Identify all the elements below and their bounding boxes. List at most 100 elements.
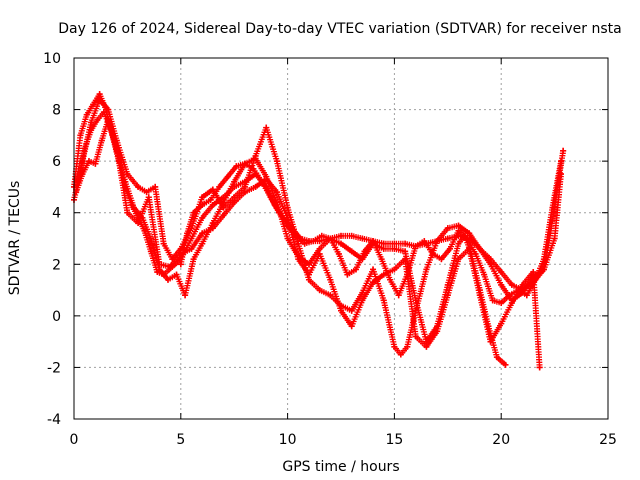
data-point — [412, 243, 419, 250]
data-point — [412, 333, 419, 340]
data-point — [199, 201, 206, 208]
data-point — [476, 292, 483, 299]
data-point — [207, 196, 214, 203]
data-point — [88, 127, 95, 134]
data-point — [305, 271, 312, 278]
data-point — [83, 111, 90, 118]
data-point — [404, 271, 411, 278]
y-tick-label: -4 — [47, 412, 61, 428]
data-point — [209, 225, 216, 232]
y-tick-labels: -4 -2 0 2 4 6 8 10 — [43, 51, 61, 428]
y-tick-label: 4 — [52, 206, 61, 222]
data-point — [506, 292, 513, 299]
data-point — [263, 124, 270, 131]
data-point — [318, 232, 325, 239]
data-point — [105, 106, 112, 113]
data-point — [370, 279, 377, 286]
data-point — [455, 240, 462, 247]
data-point — [188, 245, 195, 252]
data-point — [493, 354, 500, 361]
data-point — [167, 263, 174, 270]
data-point — [444, 235, 451, 242]
data-point — [220, 212, 227, 219]
data-point — [395, 292, 402, 299]
data-point — [310, 238, 317, 245]
data-point — [412, 297, 419, 304]
data-point — [404, 343, 411, 350]
data-point — [540, 256, 547, 263]
data-point — [560, 147, 567, 154]
data-point — [487, 338, 494, 345]
data-point — [188, 235, 195, 242]
series-4 — [73, 116, 543, 371]
data-point — [508, 281, 515, 288]
data-point — [391, 245, 398, 252]
data-point — [177, 245, 184, 252]
data-point — [338, 232, 344, 239]
data-point — [241, 183, 248, 190]
data-point — [487, 261, 494, 268]
data-point — [327, 235, 334, 242]
y-tick-label: -2 — [47, 360, 61, 376]
data-point — [284, 222, 291, 229]
data-point — [370, 238, 377, 245]
data-point — [344, 271, 351, 278]
data-point — [380, 245, 387, 252]
data-point — [498, 281, 505, 288]
y-tick-label: 6 — [52, 154, 61, 170]
data-point — [551, 235, 558, 242]
data-point — [348, 248, 355, 255]
data-point — [391, 266, 398, 273]
data-point — [391, 240, 398, 247]
data-point — [113, 145, 120, 152]
data-point — [515, 287, 522, 294]
data-point — [199, 194, 206, 201]
data-point — [444, 225, 451, 232]
data-point — [241, 189, 248, 196]
data-point — [502, 361, 509, 368]
data-point — [182, 292, 189, 299]
data-point — [273, 189, 280, 196]
data-point — [252, 183, 259, 190]
data-point — [160, 240, 167, 247]
data-point — [434, 328, 441, 335]
y-axis-label: SDTVAR / TECUs — [7, 181, 23, 296]
data-point — [455, 256, 462, 263]
data-point — [532, 276, 539, 283]
data-point — [224, 173, 231, 180]
data-point — [519, 281, 526, 288]
data-point — [523, 292, 530, 299]
data-point — [361, 248, 368, 255]
data-point — [327, 292, 334, 299]
data-point — [316, 245, 323, 252]
data-point — [156, 261, 163, 268]
data-point — [96, 91, 103, 98]
data-point — [231, 178, 238, 185]
data-point — [301, 240, 308, 247]
data-point — [508, 299, 515, 306]
data-point — [530, 269, 537, 276]
x-tick-label: 20 — [492, 432, 510, 448]
data-point — [199, 230, 206, 237]
data-point — [79, 171, 86, 178]
y-tick-label: 8 — [52, 103, 61, 119]
x-tick-label: 25 — [599, 432, 617, 448]
data-point — [295, 240, 302, 247]
data-point — [276, 209, 283, 216]
data-point — [147, 235, 154, 242]
data-point — [305, 276, 312, 283]
data-point — [423, 343, 430, 350]
data-point — [94, 116, 101, 123]
data-point — [359, 297, 366, 304]
data-point — [190, 256, 197, 263]
data-point — [143, 189, 150, 196]
data-point — [81, 145, 88, 152]
data-point — [209, 201, 216, 208]
data-point — [540, 266, 547, 273]
data-point — [220, 199, 227, 206]
data-point — [152, 183, 159, 190]
data-point — [284, 235, 291, 242]
data-point — [335, 250, 342, 257]
data-point — [147, 248, 154, 255]
